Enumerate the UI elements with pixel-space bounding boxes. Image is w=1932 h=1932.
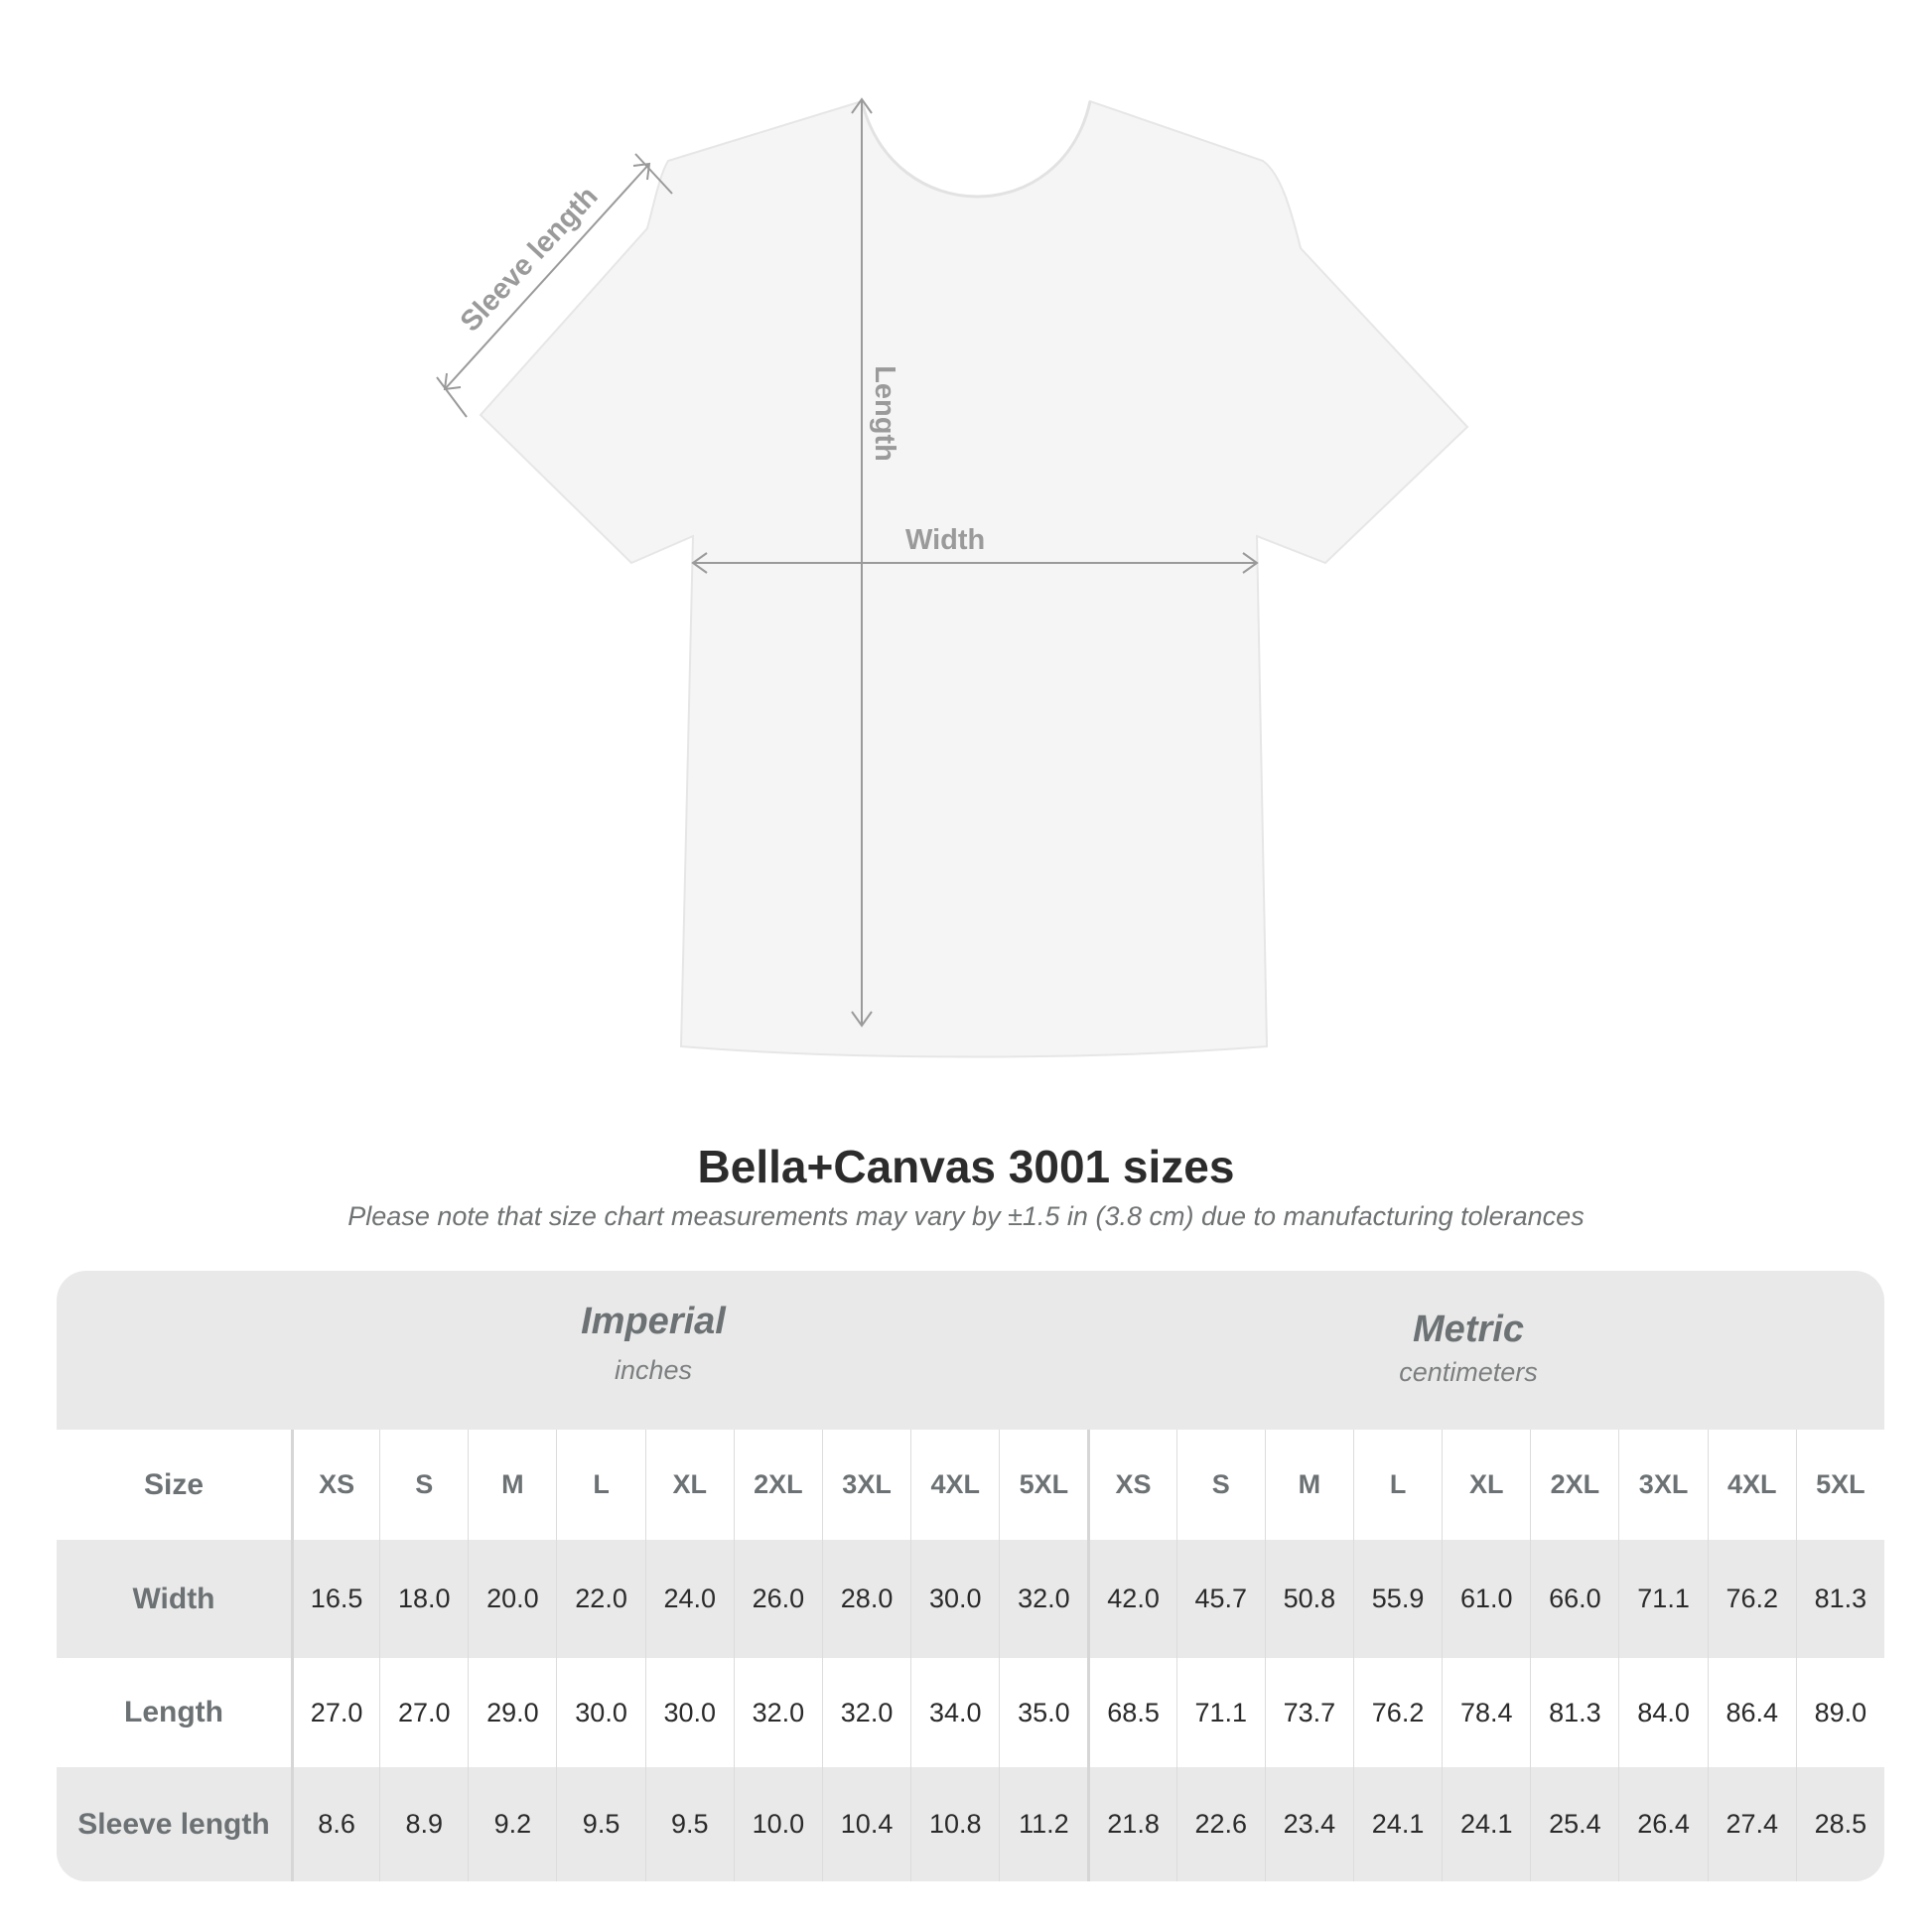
table-row: Width 16.5 18.0 20.0 22.0 24.0 26.0 28.0 30.0 32.… — [57, 1540, 1884, 1658]
table-cell: 68.5 — [1087, 1658, 1175, 1767]
size-header-cell: 4XL — [1707, 1430, 1796, 1540]
table-cell: 30.0 — [910, 1540, 999, 1658]
table-cell: 10.8 — [910, 1767, 999, 1881]
size-header-cell: M — [468, 1430, 556, 1540]
table-cell: 10.0 — [733, 1767, 822, 1881]
table-cell: 45.7 — [1175, 1540, 1265, 1658]
size-header-cell: XL — [1442, 1430, 1530, 1540]
table-cell: 8.6 — [291, 1767, 379, 1881]
table-cell: 42.0 — [1087, 1540, 1175, 1658]
size-header-cell: XS — [291, 1430, 379, 1540]
size-header-row: Size XS S M L XL 2XL 3XL 4XL 5XL XS S M L XL 2XL 3XL 4XL 5… — [57, 1430, 1884, 1540]
size-header-cell: 5XL — [999, 1430, 1087, 1540]
table-cell: 86.4 — [1707, 1658, 1796, 1767]
table-cell: 35.0 — [999, 1658, 1087, 1767]
table-cell: 71.1 — [1175, 1658, 1265, 1767]
table-cell: 61.0 — [1442, 1540, 1530, 1658]
table-cell: 20.0 — [468, 1540, 556, 1658]
table-cell: 30.0 — [644, 1658, 734, 1767]
table-cell: 78.4 — [1442, 1658, 1530, 1767]
size-header-cell: S — [379, 1430, 468, 1540]
size-header-cell: 4XL — [910, 1430, 999, 1540]
size-header-label: Size — [143, 1467, 205, 1501]
table-cell: 16.5 — [291, 1540, 379, 1658]
table-cell: 10.4 — [821, 1767, 910, 1881]
size-header-cell: S — [1175, 1430, 1265, 1540]
table-cell: 22.0 — [556, 1540, 644, 1658]
table-cell: 55.9 — [1352, 1540, 1442, 1658]
tshirt-image — [479, 99, 1469, 1058]
width-label: Width — [905, 524, 986, 556]
table-cell: 28.5 — [1795, 1767, 1884, 1881]
table-cell: 32.0 — [999, 1540, 1087, 1658]
size-header-cell: 2XL — [1530, 1430, 1618, 1540]
size-header-cell: 3XL — [821, 1430, 910, 1540]
imperial-title: Imperial — [581, 1301, 726, 1342]
table-cell: 66.0 — [1530, 1540, 1618, 1658]
size-header-cell: M — [1264, 1430, 1353, 1540]
table-cell: 9.5 — [556, 1767, 644, 1881]
table-cell: 26.0 — [733, 1540, 822, 1658]
table-cell: 50.8 — [1264, 1540, 1353, 1658]
imperial-unit: inches — [614, 1355, 693, 1385]
metric-group-header: Metric centimeters — [1171, 1309, 1766, 1388]
size-header-cell: 2XL — [733, 1430, 822, 1540]
table-cell: 23.4 — [1264, 1767, 1353, 1881]
table-cell: 81.3 — [1795, 1540, 1884, 1658]
size-header-cell: XS — [1087, 1430, 1175, 1540]
imperial-group-header: Imperial inches — [355, 1301, 951, 1386]
table-cell: 32.0 — [733, 1658, 822, 1767]
table-cell: 30.0 — [556, 1658, 644, 1767]
row-label: Length — [124, 1696, 223, 1728]
row-label: Width — [132, 1582, 215, 1615]
table-cell: 24.0 — [644, 1540, 734, 1658]
table-cell: 24.1 — [1442, 1767, 1530, 1881]
table-cell: 34.0 — [910, 1658, 999, 1767]
table-cell: 29.0 — [468, 1658, 556, 1767]
table-cell: 21.8 — [1087, 1767, 1175, 1881]
table-cell: 9.5 — [644, 1767, 734, 1881]
page-title: Bella+Canvas 3001 sizes — [697, 1141, 1235, 1192]
metric-title: Metric — [1413, 1309, 1524, 1350]
table-cell: 27.0 — [379, 1658, 468, 1767]
table-cell: 18.0 — [379, 1540, 468, 1658]
size-header-cell: 3XL — [1618, 1430, 1707, 1540]
table-cell: 25.4 — [1530, 1767, 1618, 1881]
tshirt-diagram — [436, 97, 1469, 1058]
table-cell: 89.0 — [1795, 1658, 1884, 1767]
length-label: Length — [868, 365, 900, 462]
sleeve-arrow — [444, 163, 650, 390]
row-label: Sleeve length — [77, 1807, 270, 1841]
table-cell: 32.0 — [821, 1658, 910, 1767]
size-header-cell: L — [556, 1430, 644, 1540]
table-cell: 76.2 — [1352, 1658, 1442, 1767]
table-row: Length 27.0 27.0 29.0 30.0 30.0 32.0 32.0 34.0 35… — [57, 1658, 1884, 1767]
table-cell: 9.2 — [468, 1767, 556, 1881]
table-cell: 8.9 — [379, 1767, 468, 1881]
table-cell: 24.1 — [1352, 1767, 1442, 1881]
table-cell: 81.3 — [1530, 1658, 1618, 1767]
table-cell: 22.6 — [1175, 1767, 1265, 1881]
table-cell: 26.4 — [1618, 1767, 1707, 1881]
size-header-cell: L — [1352, 1430, 1442, 1540]
size-header-cell: 5XL — [1795, 1430, 1884, 1540]
table-cell: 27.4 — [1707, 1767, 1796, 1881]
table-cell: 27.0 — [291, 1658, 379, 1767]
table-cell: 28.0 — [821, 1540, 910, 1658]
table-cell: 84.0 — [1618, 1658, 1707, 1767]
tolerance-note: Please note that size chart measurements… — [347, 1201, 1585, 1231]
size-table: Imperial inches Metric centimeters Size X… — [57, 1271, 1884, 1881]
table-cell: 71.1 — [1618, 1540, 1707, 1658]
table-cell: 11.2 — [999, 1767, 1087, 1881]
metric-unit: centimeters — [1399, 1357, 1538, 1387]
table-cell: 73.7 — [1264, 1658, 1353, 1767]
table-row: Sleeve length 8.6 8.9 9.2 9.5 9.5 10.0 10.4 10.8… — [57, 1767, 1884, 1881]
table-cell: 76.2 — [1707, 1540, 1796, 1658]
size-header-cell: XL — [644, 1430, 734, 1540]
